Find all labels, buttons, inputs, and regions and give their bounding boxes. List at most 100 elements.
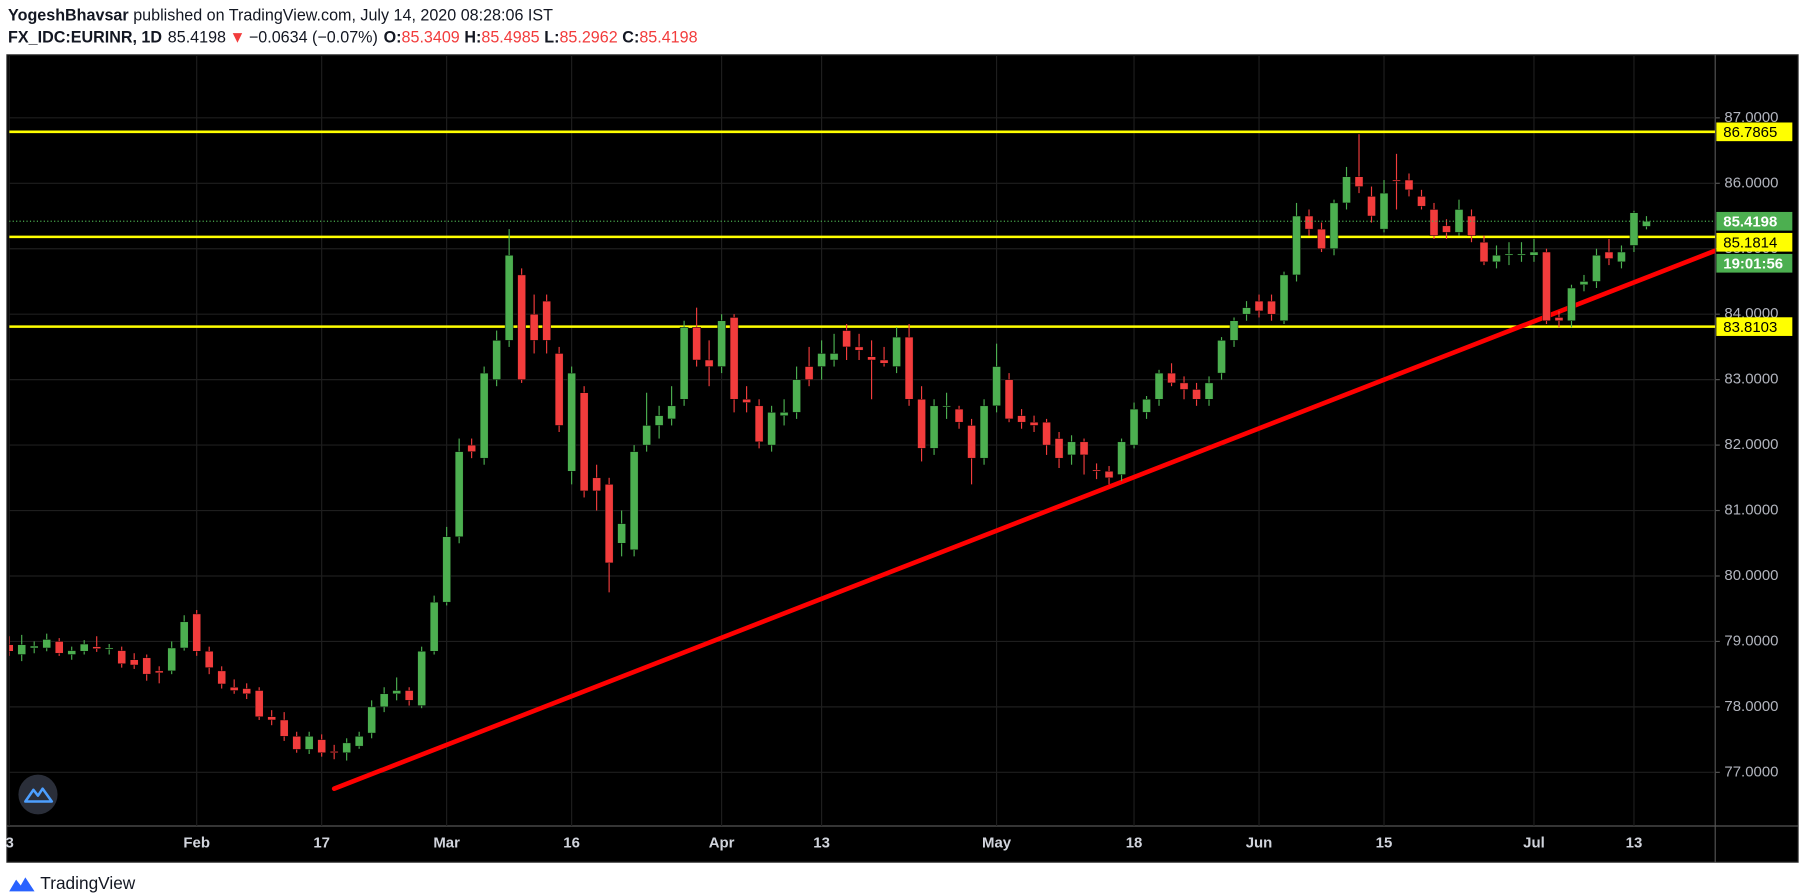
candle-body [142,657,151,675]
candle-body [1342,176,1351,204]
candle-body [604,484,614,564]
candle-body [9,644,14,652]
candle-body [692,327,701,361]
brand-footer: TradingView [9,873,136,893]
last-price: 85.4198 [168,29,226,47]
candle-body [1329,202,1339,249]
candle-body [1554,317,1564,321]
candle-body [1292,215,1301,276]
candle-body [1154,372,1164,400]
candle-body [879,359,889,364]
candle-body [1192,389,1201,400]
candle-body [204,651,214,668]
x-tick-label: 18 [1126,834,1143,851]
candle-body [1367,196,1376,217]
candle-body [42,639,51,649]
candle-body [242,688,251,695]
candle-body [1229,320,1239,341]
candle-body [1179,382,1189,390]
candle-body [529,313,539,341]
plot-area [9,130,1716,792]
candle-body [1504,253,1514,256]
level-label: 83.8103 [1723,319,1777,336]
candle-body [654,415,664,426]
chart-panel [6,54,1799,863]
candle-body [717,320,726,367]
x-tick-label: 13 [813,834,830,851]
candle-body [404,690,414,701]
candle-body [454,451,464,537]
candle-body [1354,176,1364,187]
candle-body [504,255,514,341]
candle-body [117,650,126,664]
candle-body [1454,209,1464,233]
candle-body [442,536,451,603]
header-line-2: FX_IDC:EURINR, 1D 85.4198 ▼ −0.0634 (−0.07%… [8,29,698,47]
candle-body [1429,209,1439,236]
level-tag [1716,317,1793,336]
candle-body [1004,379,1014,420]
level-label: 86.7865 [1723,124,1777,141]
candle-body [567,372,576,472]
x-tick-label: 15 [1376,834,1393,851]
candle-body [854,346,864,351]
open-label: O: [384,29,402,47]
level-tag [1716,122,1793,142]
candle-body [167,647,176,672]
candle-body [992,366,1001,407]
candle-body [304,736,314,750]
candle-body [217,670,226,685]
close-value: 85.4198 [639,29,697,47]
x-tick-label: 13 [1626,834,1643,851]
candle-body [104,647,114,650]
candle-body [892,336,901,367]
candle-body [292,736,301,750]
y-tick-label: 79.0000 [1724,632,1778,649]
low-label: L: [544,29,559,47]
candle-body [704,359,714,367]
y-tick-label: 81.0000 [1724,501,1778,518]
candle-body [542,300,551,341]
candle-body [54,641,64,654]
candle-body [367,706,376,734]
y-tick-label: 86.0000 [1724,174,1778,191]
change: −0.0634 (−0.07%) [249,29,378,47]
level-label: 85.1814 [1723,234,1777,251]
symbol: FX_IDC:EURINR, 1D [8,29,162,47]
candle-body [1242,307,1251,315]
candle-body [467,444,476,452]
candle-body [154,670,164,674]
header-line-1: YogeshBhavsar published on TradingView.co… [8,7,553,25]
candle-body [917,399,926,449]
candle-body [617,523,626,544]
candle-body [1567,287,1576,321]
close-label: C: [622,29,639,47]
candle-body [342,742,351,753]
candle-body [479,372,489,459]
candle-body [1267,300,1276,315]
candle-body [1104,471,1114,479]
candle-body [1417,196,1426,207]
low-value: 85.2962 [559,29,617,47]
candle-body [742,399,751,403]
candle-body [79,643,89,652]
candle-body [179,621,189,649]
candle-body [942,405,951,408]
y-tick-label: 87.0000 [1724,109,1778,126]
candle-body [1442,225,1451,233]
candle-body [417,651,426,706]
candle-body [1542,251,1551,321]
x-tick-label: Jul [1523,834,1545,851]
candle-body [579,392,589,492]
candle-body [1042,421,1051,446]
logo-badge [18,774,58,815]
candle-body [1304,215,1314,230]
candle-body [767,412,776,446]
candle-body [1067,441,1076,456]
candle-body [517,274,526,380]
candle-body [1092,469,1101,472]
candle-body [1517,253,1526,256]
candle-body [29,645,39,649]
x-tick-label: Mar [433,834,460,851]
down-arrow: ▼ [229,29,245,47]
